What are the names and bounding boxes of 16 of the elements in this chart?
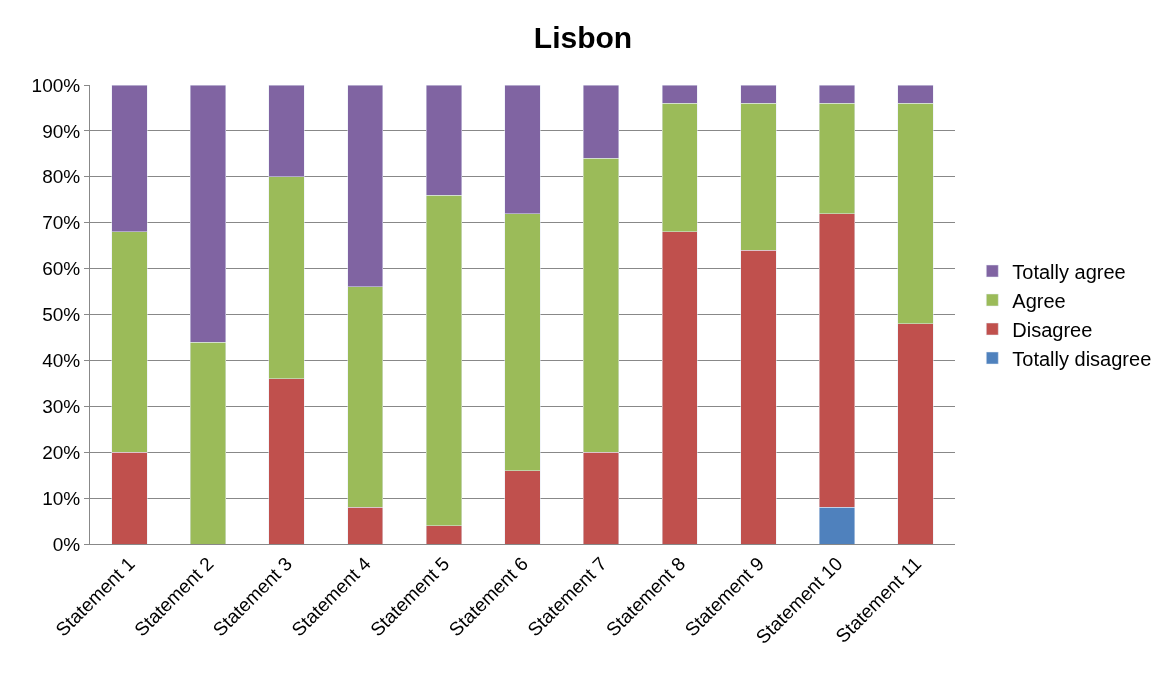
y-tick-label: 90% xyxy=(42,120,81,142)
y-tick-label: 10% xyxy=(42,487,81,509)
chart-title: Lisbon xyxy=(533,21,633,55)
legend-label: Totally agree xyxy=(1012,260,1126,283)
y-tick-label: 20% xyxy=(42,441,81,463)
legend-label: Agree xyxy=(1012,289,1066,312)
y-tick-label: 30% xyxy=(42,395,81,417)
y-tick-label: 0% xyxy=(52,533,81,555)
y-tick-label: 60% xyxy=(42,258,81,280)
y-tick-label: 70% xyxy=(42,212,81,234)
legend-label: Totally disagree xyxy=(1012,347,1152,370)
y-tick-label: 50% xyxy=(42,304,81,326)
y-tick-label: 40% xyxy=(42,350,81,372)
y-tick-label: 100% xyxy=(31,74,81,96)
y-tick-label: 80% xyxy=(42,166,81,188)
legend-label: Disagree xyxy=(1012,318,1093,341)
